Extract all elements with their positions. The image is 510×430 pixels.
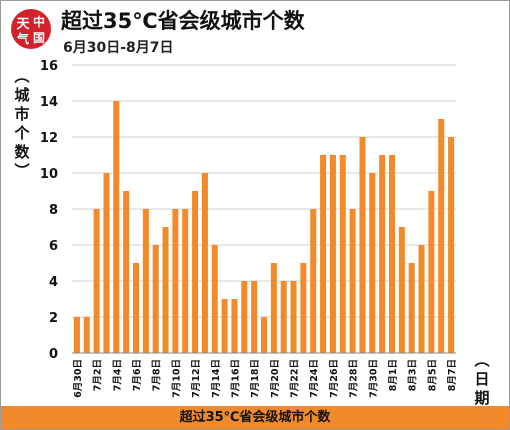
bar-27: [339, 155, 346, 353]
bar-11: [182, 209, 189, 353]
x-axis-label-chars: 日期: [471, 370, 493, 408]
bar-8: [152, 245, 159, 353]
y-tick-label-6: 12: [40, 131, 58, 146]
bar-14: [211, 245, 218, 353]
bar-16: [231, 299, 238, 353]
grid-layer: [72, 64, 456, 318]
x-tick-label-1: 7月2日: [93, 359, 104, 391]
svg-text:天: 天: [16, 17, 30, 32]
x-tick-label-14: 7月28日: [349, 359, 360, 398]
y-axis-label-char-3: 数: [14, 143, 30, 161]
x-tick-label-8: 7月16日: [230, 359, 241, 398]
bar-chart: 0 2 4 6 8 10 12 14 16 6月30日 7月2日 7月4日 7月6日 7月8日 7月10日…: [40, 59, 458, 398]
bar-0: [73, 317, 80, 353]
y-tick-label-3: 6: [49, 239, 58, 254]
x-tick-label-10: 7月20日: [270, 359, 281, 398]
x-axis-label-char-1: 期: [474, 389, 490, 407]
svg-text:中: 中: [33, 14, 45, 29]
x-tick-label-13: 7月26日: [329, 359, 340, 398]
bar-28: [349, 209, 356, 353]
y-tick-label-8: 16: [40, 59, 58, 74]
bar-26: [329, 155, 336, 353]
x-tick-label-11: 7月22日: [290, 359, 301, 398]
logo-seal: 天 中 气 国: [11, 9, 51, 49]
svg-text:国: 国: [33, 31, 45, 45]
bar-31: [379, 155, 386, 353]
y-tick-label-7: 14: [40, 95, 58, 110]
bar-21: [280, 281, 287, 353]
bar-2: [93, 209, 100, 353]
x-tick-label-2: 7月4日: [112, 359, 123, 391]
x-tick-label-19: 8月7日: [447, 359, 458, 391]
bar-13: [201, 173, 208, 353]
chart-title: 超过35℃省会级城市个数: [61, 9, 305, 33]
bar-30: [369, 173, 376, 353]
x-axis-label-char-0: 日: [474, 370, 490, 388]
bar-38: [448, 137, 455, 353]
y-tick-layer: 0 2 4 6 8 10 12 14 16: [40, 59, 58, 362]
bar-15: [221, 299, 228, 353]
bar-17: [241, 281, 248, 353]
bar-3: [103, 173, 110, 353]
y-tick-label-2: 4: [49, 275, 58, 290]
y-axis-label-close-paren: ︶: [14, 162, 30, 180]
bar-12: [192, 191, 199, 353]
bar-37: [438, 119, 445, 353]
logo-seal-circle: [11, 9, 51, 49]
bar-32: [389, 155, 395, 353]
x-tick-label-15: 7月30日: [368, 359, 379, 398]
bar-34: [408, 263, 415, 353]
footer-banner: 超过35℃省会级城市个数: [1, 406, 509, 429]
bar-20: [270, 263, 277, 353]
bar-9: [162, 227, 169, 353]
x-tick-label-18: 8月5日: [427, 359, 438, 391]
y-tick-label-4: 8: [49, 203, 58, 218]
x-tick-label-17: 8月3日: [408, 359, 419, 391]
y-tick-label-5: 10: [40, 167, 58, 182]
bar-29: [359, 137, 366, 353]
y-tick-label-1: 2: [49, 311, 58, 326]
bar-25: [320, 155, 327, 353]
x-tick-label-0: 6月30日: [73, 359, 84, 398]
bar-19: [261, 317, 267, 353]
bar-23: [300, 263, 307, 353]
x-tick-label-9: 7月18日: [250, 359, 261, 398]
x-tick-label-12: 7月24日: [309, 359, 320, 398]
y-axis-label-char-1: 市: [14, 105, 30, 123]
chart-subtitle: 6月30日-8月7日: [63, 40, 174, 56]
x-tick-label-4: 7月8日: [152, 359, 163, 391]
bar-36: [428, 191, 435, 353]
bar-layer: [73, 101, 455, 353]
bar-5: [123, 191, 130, 353]
bar-1: [83, 317, 90, 353]
bar-6: [133, 263, 139, 353]
y-axis-label-chars: 城市个数: [11, 86, 33, 162]
y-axis-label-char-2: 个: [14, 124, 30, 142]
x-tick-label-3: 7月6日: [132, 359, 143, 391]
bar-18: [251, 281, 258, 353]
bar-33: [398, 227, 405, 353]
bar-7: [142, 209, 149, 353]
bar-10: [172, 209, 179, 353]
x-tick-layer: 6月30日 7月2日 7月4日 7月6日 7月8日 7月10日 7月12日 7月14日 7月16…: [73, 359, 458, 398]
y-tick-label-0: 0: [49, 347, 58, 362]
y-axis-label-char-0: 城: [14, 86, 30, 104]
x-tick-label-16: 8月1日: [388, 359, 399, 391]
bar-4: [113, 101, 120, 353]
bar-35: [418, 245, 425, 353]
x-tick-label-6: 7月12日: [191, 359, 202, 398]
x-tick-label-5: 7月10日: [171, 359, 182, 398]
y-axis-label: ︵ 城市个数 ︶: [11, 67, 33, 181]
y-axis-label-open-paren: ︵: [14, 67, 30, 85]
svg-text:气: 气: [16, 31, 29, 46]
bar-24: [310, 209, 317, 353]
x-axis-label-open-paren: ︵: [474, 351, 490, 369]
x-tick-label-7: 7月14日: [211, 359, 222, 398]
bar-22: [290, 281, 297, 353]
